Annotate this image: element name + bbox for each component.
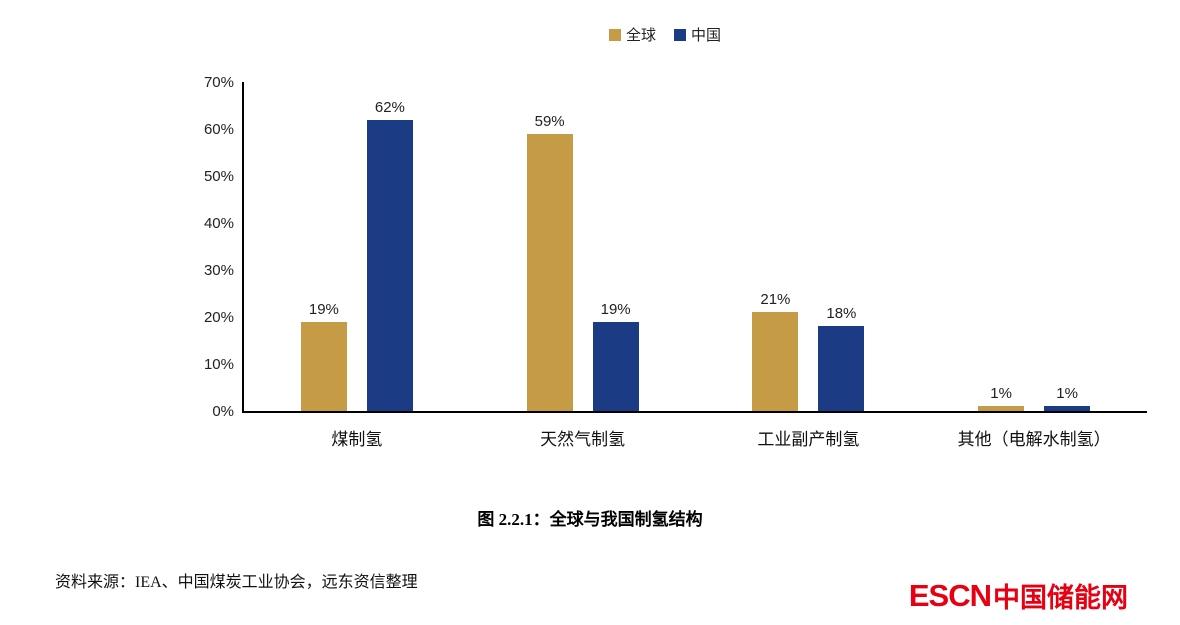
bar-中国 [818, 326, 865, 411]
legend-label: 全球 [625, 27, 656, 44]
bar-中国 [366, 119, 413, 411]
chart-caption: 图 2.2.1：全球与我国制氢结构 [477, 510, 703, 529]
bar-中国 [1044, 406, 1091, 411]
bar-全球 [526, 133, 573, 411]
bar-with-label: 19% [592, 82, 639, 411]
bar-with-label: 1% [978, 82, 1025, 411]
value-label: 21% [760, 291, 791, 309]
bar-chart: 70% 60% 50% 40% 30% 20% 10% 0% 19% 62% 煤制氢 59% 19% 天… [204, 74, 1147, 449]
bar-中国 [592, 321, 639, 411]
legend-swatch-icon [674, 28, 686, 41]
legend-item: 中国 [674, 24, 721, 45]
escn-logo: ESCN 中国储能网 [909, 576, 1128, 615]
legend-swatch-icon [608, 28, 621, 41]
value-label: 19% [308, 300, 339, 318]
value-label: 18% [826, 305, 857, 323]
bar-group: 1% 1% 其他（电解水制氢） [921, 82, 1147, 449]
bar-全球 [978, 406, 1025, 411]
bar-group: 21% 18% 工业副产制氢 [696, 82, 922, 449]
y-axis: 70% 60% 50% 40% 30% 20% 10% 0% [203, 73, 234, 420]
bar-group: 59% 19% 天然气制氢 [470, 82, 696, 449]
bar-with-label: 19% [300, 82, 347, 411]
bar-group: 19% 62% 煤制氢 [244, 82, 470, 449]
category-label: 工业副产制氢 [757, 430, 860, 449]
logo-text-en: ESCN [908, 577, 992, 613]
value-label: 1% [990, 385, 1012, 403]
bar-with-label: 1% [1044, 82, 1091, 411]
category-label: 煤制氢 [331, 430, 383, 449]
bar-with-label: 62% [366, 82, 413, 411]
chart-legend: 全球 中国 [75, 24, 1180, 45]
plot-area: 19% 62% 煤制氢 59% 19% 天然气制氢 21% 18% 工业副产制氢 1% 1% 其他（电… [244, 82, 1147, 449]
legend-label: 中国 [691, 27, 722, 44]
category-label: 其他（电解水制氢） [957, 430, 1111, 449]
value-label: 19% [600, 300, 631, 318]
value-label: 62% [374, 98, 405, 116]
bar-with-label: 18% [818, 82, 865, 411]
bar-全球 [752, 312, 799, 411]
source-note: 资料来源：IEA、中国煤炭工业协会，远东资信整理 [55, 574, 418, 591]
bar-with-label: 59% [526, 82, 573, 411]
category-label: 天然气制氢 [540, 430, 626, 449]
value-label: 59% [534, 112, 565, 130]
bar-with-label: 21% [752, 82, 799, 411]
value-label: 1% [1056, 385, 1078, 403]
logo-text-zh: 中国储能网 [993, 583, 1128, 613]
bar-全球 [300, 321, 347, 411]
legend-item: 全球 [608, 24, 656, 45]
